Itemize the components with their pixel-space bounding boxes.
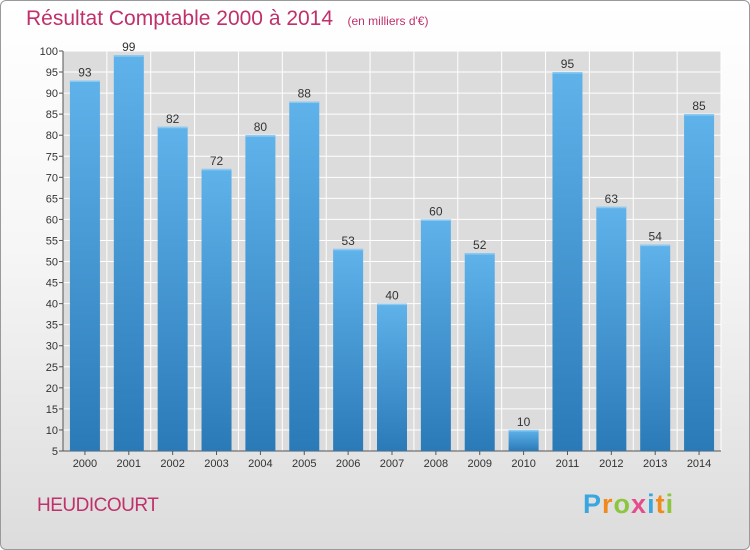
y-tick-label: 50 [46, 257, 58, 269]
bar-2005 [289, 101, 320, 452]
y-tick-label: 40 [46, 299, 58, 311]
y-tick-label: 5 [52, 446, 58, 458]
bar-highlight [201, 168, 232, 171]
bar-2010 [508, 429, 539, 451]
bar-highlight [113, 55, 144, 57]
bar-2013 [640, 244, 671, 451]
value-label-2005: 88 [298, 87, 312, 101]
value-label-2001: 99 [122, 40, 136, 54]
value-label-2002: 82 [166, 112, 180, 126]
bars [69, 55, 715, 452]
bar-2001 [113, 55, 144, 452]
logo-letter: i [647, 489, 656, 519]
bar-highlight [596, 206, 627, 209]
commune-name: HEUDICOURT [37, 495, 159, 516]
bar-highlight [157, 126, 188, 129]
value-label-2006: 53 [341, 234, 355, 248]
x-tick-label-2011: 2011 [556, 458, 580, 470]
logo-letter: x [631, 489, 648, 519]
bar-2009 [464, 253, 495, 451]
y-tick-label: 80 [46, 130, 58, 142]
logo-letter: t [655, 489, 666, 519]
chart-subtitle: (en milliers d'€) [347, 14, 429, 28]
x-tick-label-2014: 2014 [687, 458, 711, 470]
bar-2008 [420, 219, 451, 451]
value-label-2010: 10 [517, 415, 531, 429]
value-label-2000: 93 [78, 65, 92, 79]
y-tick-label: 60 [46, 214, 58, 226]
y-tick-label: 45 [46, 278, 58, 290]
bar-highlight [377, 303, 407, 306]
x-tick-label-2000: 2000 [73, 458, 97, 470]
bar-2000 [69, 80, 100, 451]
bar-2007 [377, 303, 407, 451]
y-tick-label: 85 [46, 109, 58, 121]
y-tick-label: 95 [46, 67, 58, 79]
logo-letter: i [665, 489, 675, 519]
bar-highlight [552, 72, 583, 74]
bar-2014 [684, 114, 715, 451]
bar-highlight [245, 135, 276, 137]
bar-2004 [245, 135, 276, 452]
value-label-2012: 63 [605, 192, 619, 206]
x-tick-label-2001: 2001 [117, 458, 141, 470]
labels: 5 10 15 20 25 30 35 40 45 50 55 60 65 70 75 80 85 90 95 100… [40, 40, 712, 470]
bar-2003 [201, 168, 232, 452]
x-tick-label-2009: 2009 [467, 458, 491, 470]
x-tick-label-2004: 2004 [248, 458, 272, 470]
y-tick-label: 10 [46, 425, 58, 437]
title-row: Résultat Comptable 2000 à 2014 (en milli… [26, 7, 428, 31]
bar-highlight [508, 429, 539, 432]
logo-letter: P [583, 489, 603, 519]
y-tick-label: 20 [46, 383, 58, 395]
bar-highlight [420, 219, 451, 221]
x-tick-label-2005: 2005 [292, 458, 316, 470]
y-tick-label: 90 [46, 88, 58, 100]
value-label-2014: 85 [692, 99, 706, 113]
bar-2011 [552, 72, 583, 451]
value-label-2004: 80 [254, 120, 268, 134]
x-tick-label-2007: 2007 [380, 458, 404, 470]
bar-highlight [684, 114, 715, 116]
value-label-2013: 54 [649, 230, 663, 244]
bar-highlight [640, 244, 671, 247]
proxiti-logo: Proxiti [583, 489, 674, 520]
bar-highlight [333, 248, 364, 251]
x-tick-label-2013: 2013 [643, 458, 667, 470]
bar-2006 [333, 248, 364, 451]
bar-highlight [464, 253, 495, 255]
value-label-2007: 40 [385, 289, 399, 303]
value-label-2009: 52 [473, 238, 487, 252]
x-tick-label-2010: 2010 [511, 458, 535, 470]
value-label-2011: 95 [561, 57, 575, 71]
y-tick-label: 25 [46, 362, 58, 374]
bar-2002 [157, 126, 188, 451]
y-tick-label: 35 [46, 320, 58, 332]
y-tick-label: 70 [46, 172, 58, 184]
x-tick-label-2002: 2002 [160, 458, 184, 470]
x-tick-label-2012: 2012 [599, 458, 623, 470]
y-tick-label: 15 [46, 404, 58, 416]
bar-highlight [289, 101, 320, 104]
logo-letter: r [602, 489, 614, 519]
chart-title: Résultat Comptable 2000 à 2014 [26, 7, 334, 30]
x-tick-label-2008: 2008 [424, 458, 448, 470]
logo-letter: o [613, 489, 632, 519]
y-tick-label: 65 [46, 193, 58, 205]
y-tick-label: 75 [46, 151, 58, 163]
y-tick-label: 55 [46, 235, 58, 247]
bar-2012 [596, 206, 627, 451]
bar-highlight [69, 80, 100, 82]
x-tick-label-2003: 2003 [204, 458, 228, 470]
y-tick-label: 100 [40, 46, 58, 58]
value-label-2008: 60 [429, 204, 443, 218]
y-tick-label: 30 [46, 341, 58, 353]
value-label-2003: 72 [210, 154, 224, 168]
x-tick-label-2006: 2006 [336, 458, 360, 470]
